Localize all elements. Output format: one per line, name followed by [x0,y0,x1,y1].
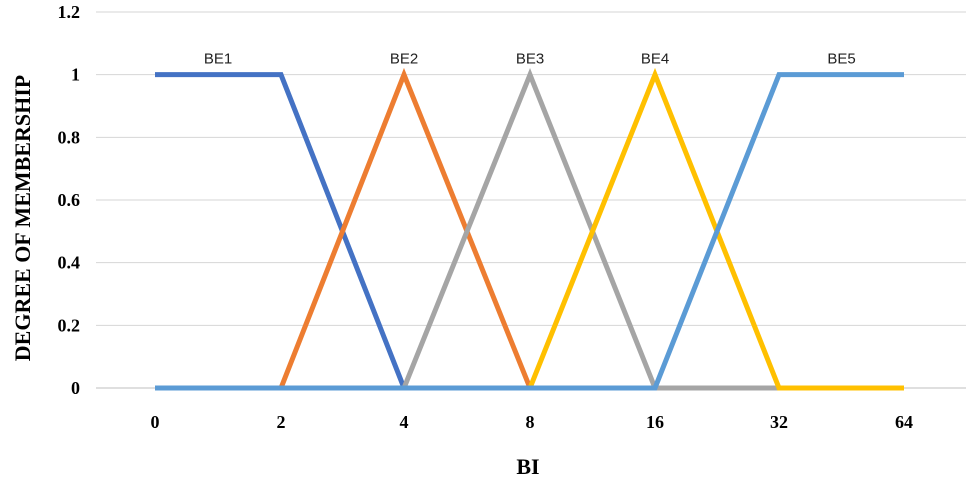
x-axis-title: BI [516,454,539,479]
series-label-be2: BE2 [390,51,418,68]
series-line-be3 [155,67,904,391]
series-label-be5: BE5 [827,51,855,68]
y-tick-label: 0.6 [58,190,81,210]
x-tick-label: 16 [646,412,664,432]
series-line-be1 [155,72,904,391]
y-tick-label: 0.2 [58,315,81,335]
series-layer [155,67,904,391]
series-label-be1: BE1 [204,51,232,68]
grid-layer [96,11,966,389]
y-tick-label: 1.2 [58,2,81,22]
series-line-be5 [155,72,904,391]
x-tick-label: 32 [770,412,788,432]
y-tick-label: 0 [71,378,80,398]
x-tick-label: 2 [277,412,286,432]
y-tick-label: 1 [71,65,80,85]
y-axis-title: DEGREE OF MEMBERSHIP [10,75,35,361]
series-label-be4: BE4 [641,51,669,68]
x-tick-label: 64 [895,412,913,432]
y-tick-label: 0.8 [58,127,81,147]
series-label-be3: BE3 [516,51,544,68]
series-line-be4 [155,67,904,391]
x-tick-label: 8 [526,412,535,432]
x-tick-label: 4 [400,412,409,432]
x-tick-label: 0 [151,412,160,432]
y-tick-label: 0.4 [58,253,81,273]
label-layer: 0 0.2 0.4 0.6 0.8 1 1.2 0 2 4 8 16 32 64 BE1 BE2 BE3 BE4 B… [58,2,914,432]
series-line-be2 [155,67,904,391]
